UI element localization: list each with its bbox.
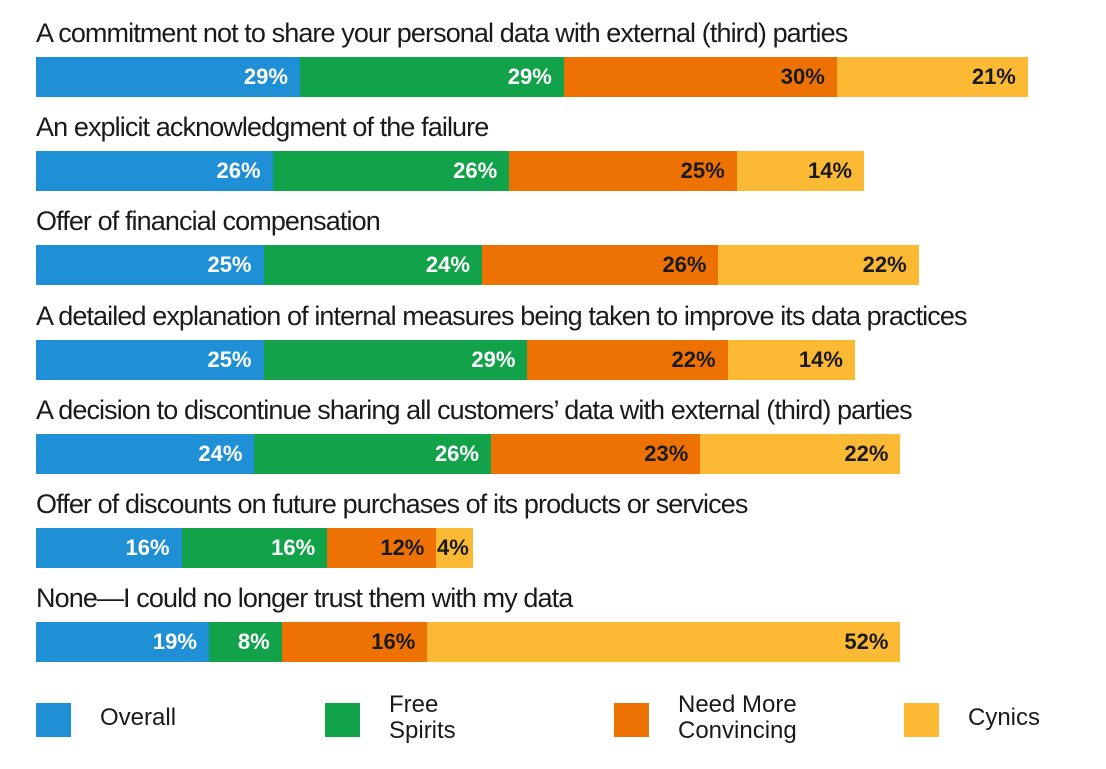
- legend-swatch-need-more-convincing: [614, 703, 649, 737]
- data-label: 52%: [844, 629, 889, 655]
- bar-segment-need-more-convincing: 30%: [563, 57, 837, 97]
- bar-segment-need-more-convincing: 23%: [490, 433, 701, 474]
- category-label: A detailed explanation of internal measu…: [36, 300, 968, 331]
- data-label: 26%: [662, 252, 707, 278]
- bar-segment-free-spirits: 29%: [263, 339, 528, 380]
- data-label: 4%: [436, 535, 469, 560]
- bar-segment-need-more-convincing: 16%: [281, 622, 428, 663]
- data-label: 24%: [198, 440, 243, 466]
- data-label: 21%: [971, 64, 1016, 89]
- bar-row: 19% 8% 16% 52%: [36, 622, 901, 663]
- data-label: 26%: [453, 158, 498, 184]
- data-label: 14%: [798, 346, 843, 372]
- legend-label-overall: Overall: [100, 703, 177, 731]
- bar-segment-free-spirits: 8%: [208, 622, 282, 663]
- bar-segment-need-more-convincing: 22%: [527, 339, 728, 380]
- data-label: 12%: [380, 535, 425, 560]
- bar-segment-free-spirits: 26%: [272, 151, 510, 192]
- bar-row: 25% 29% 22% 14%: [36, 339, 855, 380]
- category-label: Offer of discounts on future purchases o…: [36, 489, 748, 519]
- legend-swatch-cynics: [904, 703, 939, 737]
- category-label: Offer of financial compensation: [36, 206, 381, 237]
- data-label: 23%: [644, 440, 689, 466]
- category-label: An explicit acknowledgment of the failur…: [36, 112, 489, 143]
- data-label: 8%: [237, 629, 270, 655]
- data-label: 16%: [371, 629, 416, 655]
- legend-swatch-overall: [36, 703, 71, 737]
- bar-segment-overall: 26%: [36, 151, 273, 192]
- bar-row: 29% 29% 30% 21%: [36, 57, 1028, 97]
- category-label: A commitment not to share your personal …: [36, 18, 848, 48]
- data-label: 26%: [216, 158, 261, 184]
- bar-row: 25% 24% 26% 22%: [36, 245, 919, 286]
- bar-segment-cynics: 22%: [700, 433, 901, 474]
- bar-segment-overall: 29%: [36, 57, 300, 97]
- bar-segment-overall: 19%: [36, 622, 209, 663]
- bar-segment-need-more-convincing: 26%: [481, 245, 719, 286]
- stacked-bar-chart: A commitment not to share your personal …: [36, 18, 1028, 663]
- bar-segment-free-spirits: 24%: [263, 245, 482, 286]
- category-label: None—I could no longer trust them with m…: [36, 583, 573, 614]
- data-label: 29%: [507, 64, 552, 89]
- legend-label-cynics: Cynics: [968, 703, 1041, 731]
- bar-segment-need-more-convincing: 12%: [327, 528, 437, 568]
- data-label: 29%: [471, 346, 516, 372]
- data-label: 19%: [152, 629, 197, 655]
- data-label: 26%: [434, 440, 479, 466]
- bar-segment-free-spirits: 16%: [181, 528, 328, 568]
- legend-label-need-more-convincing: Need More Convincing: [678, 690, 797, 744]
- legend-label-free-spirits: Free Spirits: [389, 690, 456, 744]
- bar-row: 26% 26% 25% 14%: [36, 151, 865, 192]
- chart-legend: Overall Free Spirits Need More Convincin…: [0, 690, 1106, 760]
- category-label: A decision to discontinue sharing all cu…: [36, 394, 913, 425]
- bar-segment-overall: 25%: [36, 339, 264, 380]
- data-label: 24%: [425, 252, 470, 278]
- bar-segment-free-spirits: 26%: [254, 433, 491, 474]
- data-label: 22%: [671, 346, 716, 372]
- bar-row: 16% 16% 12% 4%: [36, 528, 473, 568]
- bar-segment-cynics: 22%: [718, 245, 919, 286]
- bar-segment-need-more-convincing: 25%: [509, 151, 737, 192]
- bar-segment-cynics: 21%: [836, 57, 1028, 97]
- bar-segment-cynics: 14%: [727, 339, 855, 380]
- data-label: 25%: [207, 346, 252, 372]
- bar-segment-overall: 25%: [36, 245, 264, 286]
- bar-segment-cynics: 52%: [427, 622, 901, 663]
- data-label: 25%: [680, 158, 725, 184]
- legend-swatch-free-spirits: [325, 703, 360, 737]
- data-label: 16%: [271, 535, 316, 560]
- data-label: 22%: [844, 440, 889, 466]
- bar-row: 24% 26% 23% 22%: [36, 433, 901, 474]
- data-label: 25%: [207, 252, 252, 278]
- bar-segment-cynics: 14%: [736, 151, 865, 192]
- bar-segment-free-spirits: 29%: [299, 57, 564, 97]
- bar-segment-cynics: 4%: [436, 528, 473, 568]
- data-label: 16%: [125, 535, 170, 560]
- data-label: 29%: [243, 64, 288, 89]
- bar-segment-overall: 16%: [36, 528, 182, 568]
- bar-segment-overall: 24%: [36, 433, 255, 474]
- data-label: 30%: [780, 64, 825, 89]
- data-label: 22%: [862, 252, 907, 278]
- data-label: 14%: [808, 158, 853, 184]
